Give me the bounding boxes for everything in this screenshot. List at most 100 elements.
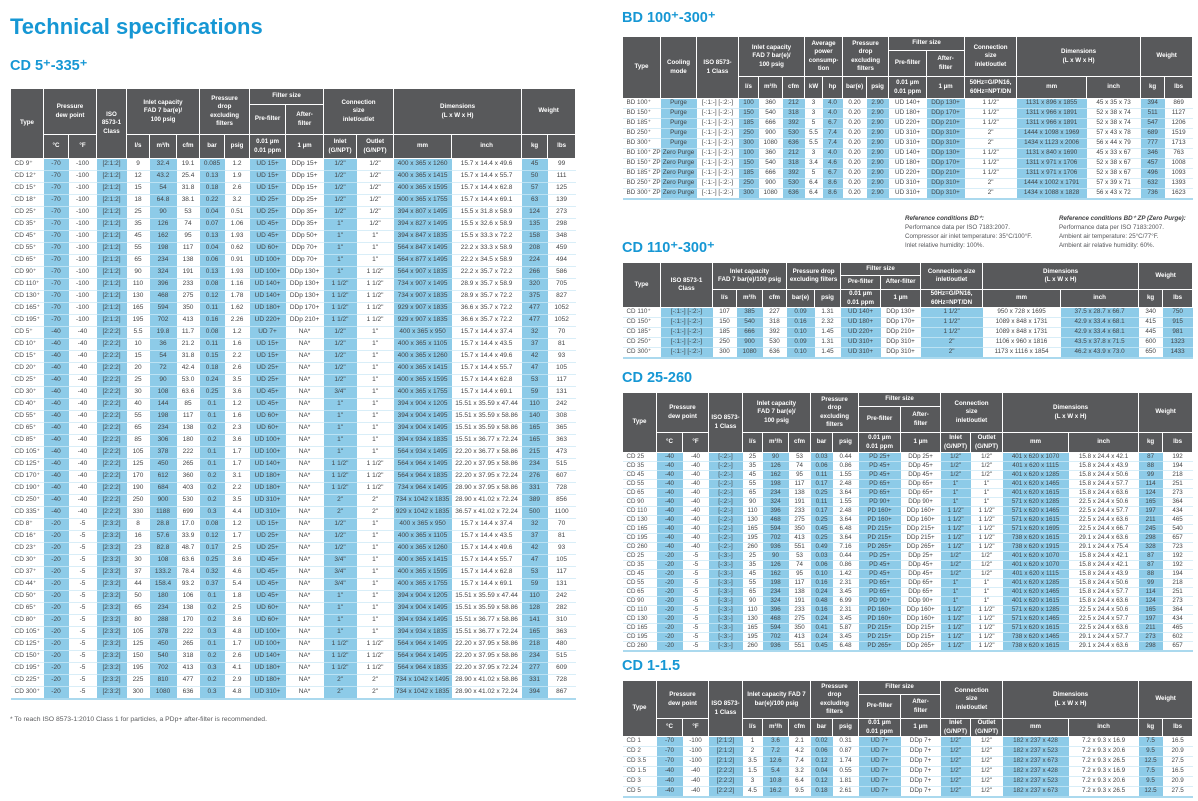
value-cell: 734 x 964 x 1495 [393, 482, 452, 495]
type-cell: CD 30⁺ [10, 554, 44, 567]
value-cell: 434 [1162, 506, 1193, 516]
value-cell: 1/2" [970, 756, 1003, 767]
value-cell: 0.25 [810, 515, 833, 525]
value-cell: DDp 170+ [926, 158, 965, 169]
value-cell: 394 [1140, 98, 1165, 109]
value-cell: -70 [43, 266, 69, 279]
value-cell: NA* [285, 542, 324, 555]
value-cell: 1 1/2" [356, 482, 394, 495]
unit-header: °C [656, 718, 683, 737]
unit-header: 1 µm [285, 134, 325, 159]
value-cell: PD 215+ [858, 623, 901, 633]
value-cell: [2:3:2] [96, 650, 127, 663]
value-cell: 0.55 [832, 766, 859, 777]
value-cell: 1" [356, 242, 394, 255]
value-cell: 1" [356, 350, 394, 363]
type-cell: CD 25⁺ [10, 206, 44, 219]
value-cell: 0.12 [199, 530, 225, 543]
value-cell: 82.8 [149, 542, 177, 555]
reference-note-bd-zp: Reference conditions BD⁺ ZP (Zero Purge)… [1059, 215, 1198, 251]
value-cell: 81 [547, 338, 576, 351]
col-header-pre-filter: Pre-filter [888, 50, 928, 77]
value-cell: 328 [1138, 542, 1163, 552]
value-cell: -5 [68, 590, 97, 603]
value-cell: 5.87 [832, 623, 859, 633]
value-cell: 1/2" [940, 736, 971, 747]
value-cell: 318 [762, 317, 787, 328]
value-cell: 1311 x 966 x 1891 [1016, 118, 1087, 129]
value-cell: 1" [356, 518, 394, 531]
value-cell: 1519 [1164, 128, 1193, 139]
value-cell: -70 [43, 158, 69, 171]
value-cell: 29.1 x 24.4 x 63.6 [1068, 533, 1139, 543]
unit-header: 0.01 µm 0.01 ppm [888, 76, 928, 99]
value-cell: 1" [356, 410, 394, 423]
value-cell: 0.18 [810, 786, 833, 798]
value-cell: [-:3:-] [708, 569, 743, 579]
value-cell: UD 140+ [249, 290, 286, 303]
value-cell: NA* [285, 590, 324, 603]
value-cell: 124 [1138, 596, 1163, 606]
type-cell: CD 45 [622, 470, 657, 480]
value-cell: 0.24 [810, 587, 833, 597]
value-cell: 2.3 [224, 422, 250, 435]
value-cell: -40 [682, 515, 709, 525]
unit-header: l/s [126, 134, 150, 159]
group-header-pressure-drop: Pressure drop excluding filters [810, 680, 860, 719]
value-cell: DDp 215+ [900, 623, 941, 633]
value-cell: 0.20 [842, 108, 867, 119]
value-cell: 827 [547, 290, 576, 303]
value-cell: [-:1:-] [-:2:-] [696, 158, 739, 169]
value-cell: 234 [762, 488, 789, 498]
value-cell: 1444 x 1098 x 1969 [1016, 128, 1087, 139]
value-cell: DDp 160+ [900, 614, 941, 624]
table-row: CD 44⁺ -20 -5 [2:3:2] 44 158.4 93.2 0.37 5.4 UD 4… [10, 578, 576, 591]
value-cell: 12 [126, 170, 150, 183]
value-cell: 1311 x 966 x 1891 [1016, 108, 1087, 119]
value-cell: UD 7+ [858, 786, 901, 798]
unit-header: Inlet (G/NPT) [940, 432, 972, 453]
value-cell: 1 1/2" [323, 650, 357, 663]
value-cell: 65 [126, 602, 150, 615]
type-cell: CD 23⁺ [10, 542, 44, 555]
col-header-type: Type [10, 88, 44, 159]
value-cell: 0.07 [199, 218, 225, 231]
table-row: CD 55 -20 -5 [-:3:-] 55 198 117 0.16 2.31 PD 65+ D… [622, 578, 1193, 588]
table-row: CD 30⁺ -20 -5 [2:3:2] 30 108 63.6 0.25 3.6 UD 45+… [10, 554, 576, 567]
value-cell: Zero Purge [660, 188, 697, 200]
col-header-after-filter: After- filter [926, 50, 966, 77]
unit-header: 0.01 µm 0.01 ppm [858, 432, 902, 453]
unit-header: 1 µm [926, 76, 966, 99]
value-cell: 401 x 620 x 1615 [1002, 488, 1069, 498]
value-cell: DDp 45+ [900, 461, 941, 471]
value-cell: 3.64 [832, 533, 859, 543]
type-cell: CD 90⁺ [10, 266, 44, 279]
value-cell: 133.2 [149, 566, 177, 579]
unit-header: l/s [712, 289, 737, 308]
value-cell: 1 1/2" [356, 314, 394, 327]
value-cell: 36.6 x 35.7 x 72.2 [451, 302, 522, 315]
value-cell: -70 [43, 302, 69, 315]
value-cell: UD 60+ [249, 422, 286, 435]
value-cell: 5.4 [224, 578, 250, 591]
value-cell: PD 45+ [858, 461, 901, 471]
value-cell: 2" [323, 494, 357, 507]
value-cell: 117 [547, 566, 576, 579]
value-cell: -70 [656, 746, 683, 757]
value-cell: -100 [68, 206, 97, 219]
value-cell: -20 [43, 590, 69, 603]
value-cell: 265 [176, 638, 200, 651]
value-cell: [2:1:2] [96, 206, 127, 219]
value-cell: -20 [43, 530, 69, 543]
value-cell: [-:2:-] [708, 479, 743, 489]
value-cell: 15.7 x 14.4 x 69.1 [451, 194, 522, 207]
value-cell: 0.2 [199, 482, 225, 495]
value-cell: 1" [940, 488, 971, 498]
value-cell: 0.16 [810, 605, 833, 615]
value-cell: 15.51 x 36.77 x 72.24 [451, 626, 522, 639]
value-cell: [2:2:2] [96, 506, 127, 519]
value-cell: 22.5 x 24.4 x 57.7 [1068, 506, 1139, 516]
value-cell: 124 [1138, 488, 1163, 498]
value-cell: 1080 [758, 188, 783, 200]
value-cell: 3 [804, 148, 823, 159]
